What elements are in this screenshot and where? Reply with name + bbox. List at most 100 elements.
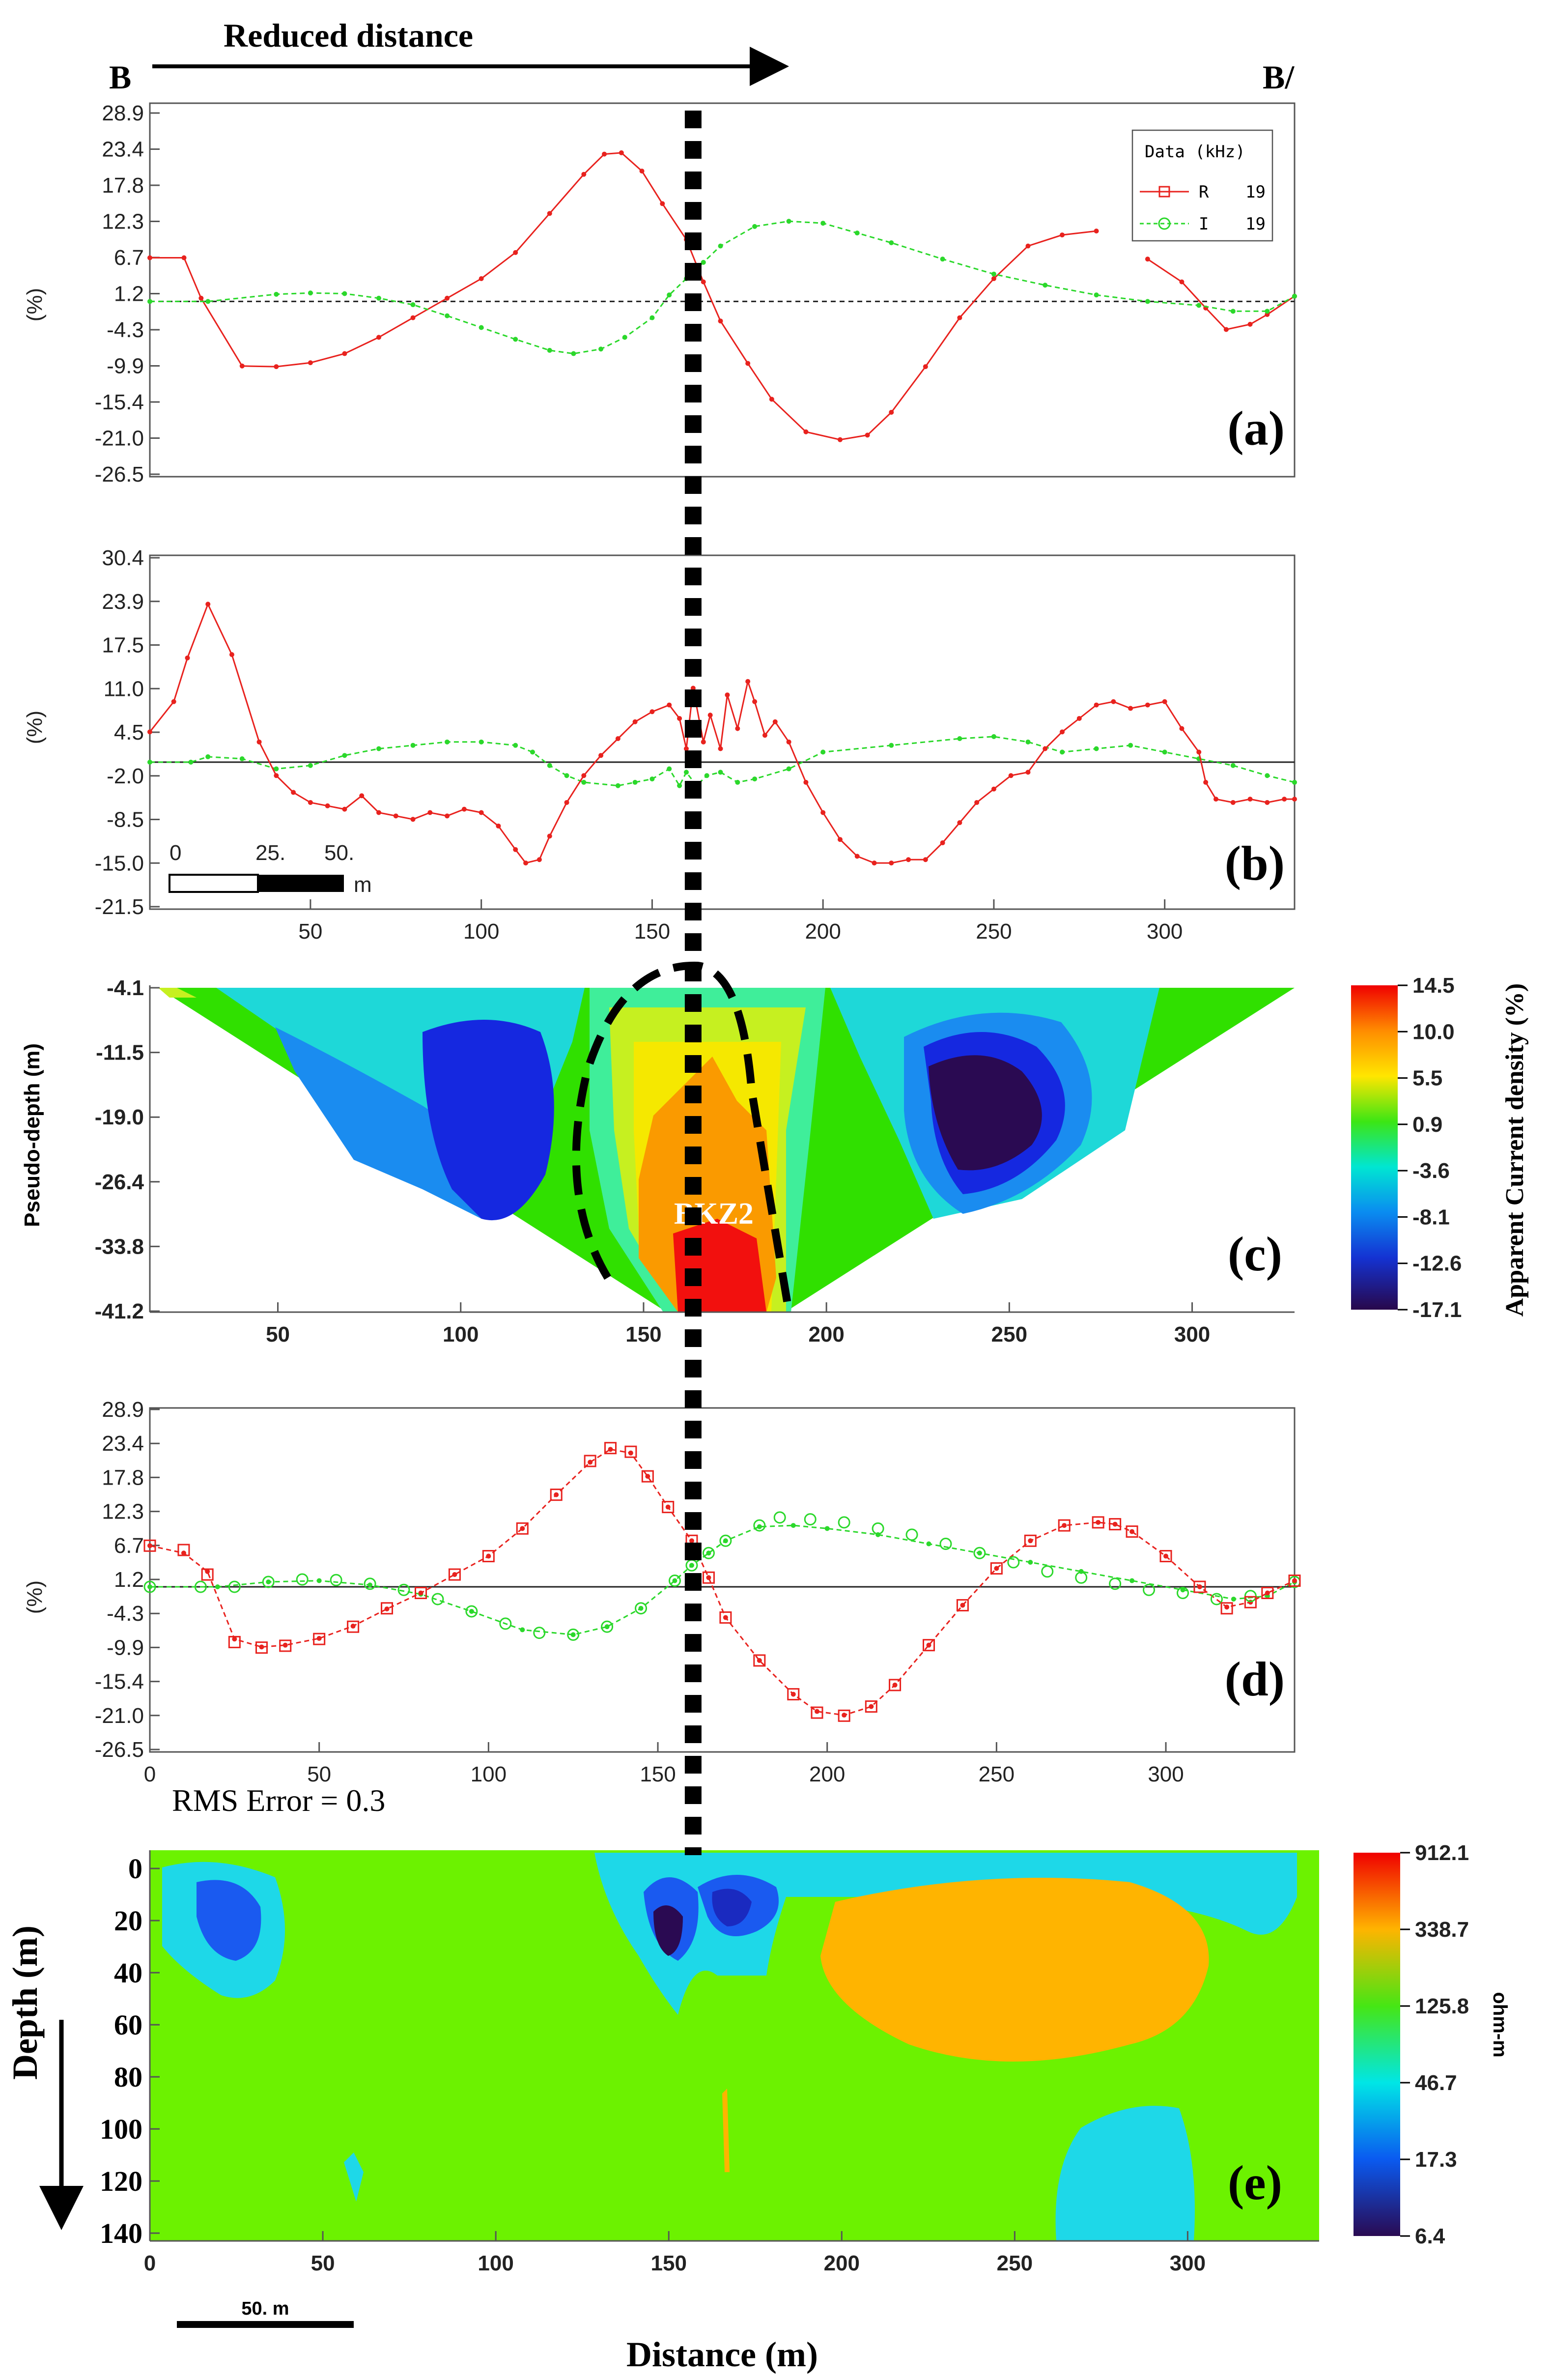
panel-a-i-series-point bbox=[598, 346, 604, 352]
panel-b-i-series-point bbox=[677, 783, 682, 788]
panel-a-i-series-point bbox=[1043, 283, 1048, 288]
panel-d-r-calculated-point bbox=[723, 1615, 728, 1620]
colorbar-c-tick-label: -3.6 bbox=[1412, 1159, 1450, 1183]
panel-b-r-series-point bbox=[683, 746, 689, 751]
panel-d-i-observed-point bbox=[838, 1516, 850, 1529]
panel-a-r-series-point bbox=[1223, 327, 1229, 332]
panel-d-i-observed-point bbox=[905, 1528, 918, 1541]
panel-d-r-observed-line bbox=[150, 1448, 1295, 1716]
panel-b-r-series-point bbox=[707, 713, 713, 718]
panel-d-i-observed-point bbox=[635, 1602, 648, 1615]
panel-d-i-observed-point bbox=[804, 1513, 817, 1526]
panel-b-r-series-point bbox=[393, 813, 398, 819]
panel-b-r-series-point bbox=[772, 719, 778, 724]
panel-b-r-series-point bbox=[677, 716, 682, 721]
center-deep-blue-body bbox=[712, 1889, 752, 1926]
panel-b-r-series-point bbox=[1043, 746, 1048, 751]
panel-b-r-series-point bbox=[957, 820, 962, 825]
panel-a-r-series-point bbox=[602, 151, 607, 157]
panel-c-y-tick-label: -26.4 bbox=[95, 1170, 144, 1194]
panel-a-r-series-point bbox=[376, 335, 381, 340]
panel-b-r-series-point bbox=[1203, 779, 1209, 785]
panel-e-x-tick-label: 0 bbox=[144, 2251, 156, 2275]
panel-b-r-series-point bbox=[171, 699, 176, 704]
panel-d-r-calculated-point bbox=[689, 1538, 694, 1544]
panel-b-i-series-point bbox=[1265, 773, 1270, 778]
panel-d-i-calculated-point bbox=[689, 1563, 694, 1568]
panel-b-r-series-point bbox=[291, 790, 296, 795]
panel-b-r-series-point bbox=[649, 709, 655, 715]
panel-d-r-calculated-point bbox=[926, 1642, 931, 1648]
panel-b-i-series-point bbox=[991, 734, 996, 739]
panel-a-i-series-point bbox=[854, 230, 860, 236]
panel-d-y-tick-label: 1.2 bbox=[114, 1568, 144, 1592]
panel-a-i-series-point bbox=[376, 295, 381, 301]
panel-d-r-calculated-point bbox=[1265, 1590, 1270, 1596]
panel-b-r-series-point bbox=[185, 655, 190, 660]
panel-e-x-ticks: 0 50 100 150 200 250 300 bbox=[144, 2231, 1206, 2275]
panel-b-r-series-point bbox=[229, 652, 234, 657]
panel-e-colorbar: 912.1 338.7 125.8 46.7 17.3 6.4 ohm-m bbox=[1354, 1841, 1511, 2248]
left-blue-anomaly bbox=[423, 1020, 554, 1221]
panel-b-r-series-point bbox=[205, 602, 211, 607]
panel-c-y-tick-label: -4.1 bbox=[107, 976, 144, 1000]
panel-d-r-calculated-point bbox=[1112, 1521, 1118, 1527]
scalebar-unit: m bbox=[354, 873, 372, 897]
panel-d-r-calculated-point bbox=[706, 1575, 711, 1580]
rms-error-label: RMS Error = 0.3 bbox=[172, 1783, 385, 1818]
panel-b-r-series-point bbox=[598, 753, 604, 758]
panel-b-x-ticks: 50 100 150 200 250 300 bbox=[298, 899, 1183, 944]
panel-d-r-observed-point bbox=[201, 1568, 214, 1581]
panel-d-i-observed-point bbox=[296, 1573, 309, 1586]
panel-b-y-label: (%) bbox=[23, 711, 47, 744]
panel-a-i-series-point bbox=[147, 299, 152, 304]
panel-d-i-calculated-point bbox=[367, 1582, 373, 1588]
panel-b-x-tick-label: 200 bbox=[805, 919, 841, 944]
panel-b-r-series-point bbox=[745, 679, 751, 684]
colorbar-c-tick-label: 0.9 bbox=[1412, 1113, 1442, 1137]
panel-d-r-calculated-point bbox=[994, 1566, 999, 1571]
colorbar-e-tick-label: 6.4 bbox=[1415, 2224, 1445, 2248]
panel-a-r-series-point bbox=[479, 276, 484, 281]
panel-b-r-series-line bbox=[149, 602, 1295, 864]
panel-b-y-tick-label: 11.0 bbox=[104, 677, 144, 701]
legend-i-marker bbox=[1158, 217, 1171, 230]
panel-d-r-observed-point bbox=[279, 1639, 292, 1652]
colorbar-c-tick-label: 14.5 bbox=[1412, 974, 1455, 998]
panel-a-y-ticks: 28.9 23.4 17.8 12.3 6.7 1.2 -4.3 -9.9 -15.4 -21.0… bbox=[95, 101, 160, 487]
panel-b-x-tick-label: 100 bbox=[463, 919, 499, 944]
panel-a-i-series-point bbox=[1265, 309, 1270, 314]
panel-a-i-series-point bbox=[940, 257, 945, 262]
panel-d-r-observed-point bbox=[1159, 1550, 1172, 1563]
panel-b-r-series-point bbox=[1230, 800, 1236, 805]
panel-e-y-tick-label: 20 bbox=[114, 1905, 142, 1937]
panel-d-r-calculated-point bbox=[645, 1474, 650, 1479]
panel-a-i-series-point bbox=[1094, 292, 1099, 298]
colorbar-c-tick-label: 10.0 bbox=[1412, 1020, 1455, 1044]
panel-b-r-series-point bbox=[872, 860, 877, 866]
colorbar-e-tick-label: 46.7 bbox=[1415, 2071, 1457, 2095]
panel-b: 30.4 23.9 17.5 11.0 4.5 -2.0 -8.5 -15.0 -21.5 50… bbox=[23, 546, 1297, 944]
panel-e-y-tick-label: 80 bbox=[114, 2061, 142, 2093]
panel-d-r-observed-point bbox=[414, 1586, 427, 1599]
right-orange-body bbox=[820, 1878, 1209, 2062]
panel-b-r-series-point bbox=[1265, 800, 1270, 805]
panel-d-r-observed-point bbox=[624, 1445, 637, 1458]
panel-b-r-series-point bbox=[1179, 726, 1184, 731]
panel-a-y-tick-label: 17.8 bbox=[102, 173, 144, 198]
panel-b-i-series-point bbox=[547, 763, 552, 768]
panel-d-i-observed-point bbox=[1007, 1556, 1020, 1569]
panel-d-i-calculated-point bbox=[977, 1550, 982, 1556]
panel-d-y-tick-label: -9.9 bbox=[107, 1635, 144, 1660]
panel-b-r-series-point bbox=[1162, 699, 1167, 704]
panel-b-i-series-point bbox=[274, 766, 279, 772]
panel-b-scalebar: 0 25. 50. m bbox=[169, 841, 372, 897]
panel-a-i-series-point bbox=[667, 292, 672, 298]
panel-d-i-observed-point bbox=[872, 1522, 884, 1535]
panel-d-r-observed-point bbox=[719, 1611, 732, 1624]
panel-d-series bbox=[143, 1442, 1301, 1722]
panel-a-r-series-point bbox=[1094, 229, 1099, 234]
panel-d-i-calculated-line bbox=[150, 1524, 1295, 1635]
panel-d-r-observed-point bbox=[702, 1571, 715, 1584]
panel-b-x-tick-label: 50 bbox=[298, 919, 322, 944]
